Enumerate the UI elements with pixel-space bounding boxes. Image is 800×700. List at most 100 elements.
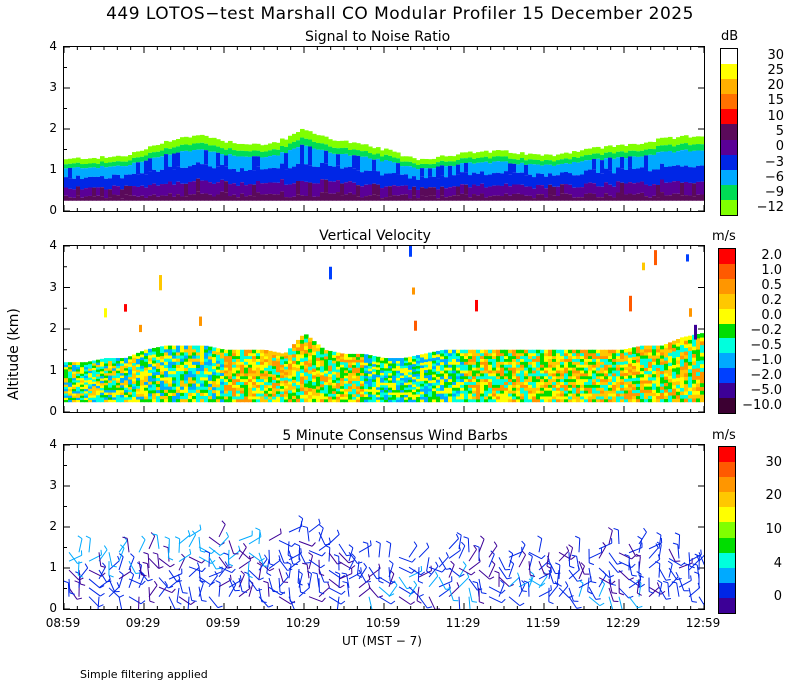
snr-cell <box>480 151 485 158</box>
wind-barb <box>438 588 451 598</box>
vv-cell <box>352 380 357 384</box>
vv-cell <box>448 378 453 383</box>
vv-cell <box>256 398 261 403</box>
vv-cell <box>328 359 333 363</box>
wind-barb-feather <box>445 552 449 558</box>
vv-cell <box>592 378 597 383</box>
snr-cell <box>688 145 693 152</box>
vv-cell <box>552 355 557 359</box>
vv-cell <box>412 368 417 372</box>
vv-cell <box>260 392 265 397</box>
vv-cell <box>64 366 69 370</box>
vv-cell <box>620 378 625 383</box>
vv-cell <box>480 361 485 365</box>
vv-cell <box>572 390 577 394</box>
colorbar-swatch <box>719 293 735 309</box>
snr-panel-title: Signal to Noise Ratio <box>305 29 451 45</box>
snr-cell <box>212 137 217 146</box>
vv-cell <box>428 398 433 403</box>
vv-cell <box>188 361 193 365</box>
vv-cell <box>532 381 537 385</box>
snr-cell <box>180 137 185 145</box>
vv-cell <box>376 376 381 380</box>
vv-cell <box>316 347 321 352</box>
snr-cell <box>236 150 241 157</box>
vv-cell <box>516 361 521 365</box>
vv-cell <box>684 383 689 388</box>
snr-cell <box>92 163 97 168</box>
snr-cell <box>84 177 89 189</box>
snr-cell <box>660 151 665 164</box>
vv-cell <box>312 371 317 376</box>
wind-barb-feather <box>261 601 267 604</box>
vv-cell <box>424 361 429 365</box>
wind-barb-feather <box>501 589 506 594</box>
vv-cell <box>356 356 361 360</box>
wind-barb <box>448 586 460 598</box>
vv-cell <box>548 358 553 362</box>
vv-cell <box>556 378 561 383</box>
snr-cell <box>628 182 633 194</box>
vv-cell <box>608 398 613 403</box>
vv-cell <box>152 365 157 370</box>
wind-barb <box>538 560 545 575</box>
vv-cell <box>580 384 585 388</box>
wind-barb <box>178 553 191 562</box>
wind-barb-feather <box>410 601 416 605</box>
vv-cell <box>300 343 305 348</box>
vv-cell <box>456 349 461 354</box>
vv-cell <box>308 362 313 367</box>
vv-cell <box>200 395 205 400</box>
vv-cell <box>204 361 209 365</box>
wind-barb <box>308 596 323 603</box>
wind-barb-feather <box>98 604 104 608</box>
vv-cell <box>608 358 613 362</box>
snr-cell <box>492 173 497 186</box>
vv-cell <box>188 358 193 362</box>
vv-cell <box>324 372 329 377</box>
vv-cell <box>128 394 133 398</box>
wind-barb <box>448 586 454 601</box>
vv-cell <box>596 392 601 397</box>
snr-cell <box>216 139 221 147</box>
vv-cell <box>524 395 529 400</box>
vv-cell <box>200 358 205 362</box>
vv-cell <box>100 394 105 398</box>
snr-cell <box>304 130 309 139</box>
vv-cell <box>648 361 653 365</box>
vv-cell <box>408 384 413 388</box>
vv-cell <box>148 389 153 394</box>
vv-cell <box>456 395 461 400</box>
vv-cell <box>496 372 501 377</box>
snr-cell <box>504 171 509 184</box>
vv-cell <box>448 390 453 394</box>
vv-cell <box>392 379 397 383</box>
vv-cell <box>248 390 253 394</box>
vv-cell <box>128 381 133 385</box>
vv-cell <box>320 353 325 358</box>
snr-cell <box>608 184 613 196</box>
vv-cell <box>544 349 549 354</box>
vv-cell <box>560 398 565 403</box>
vv-cell <box>604 361 609 365</box>
vv-cell <box>604 378 609 383</box>
vv-cell <box>348 353 353 358</box>
snr-cell <box>636 182 641 194</box>
snr-cell <box>244 196 249 201</box>
vv-cell <box>508 349 513 354</box>
snr-cell <box>68 158 73 164</box>
colorbar-swatch <box>719 308 735 324</box>
vv-cell <box>384 389 389 393</box>
vv-cell <box>700 382 704 388</box>
vv-cell <box>672 398 677 403</box>
vv-cell <box>580 378 585 383</box>
vv-cell <box>140 382 145 386</box>
vv-cell <box>600 367 605 371</box>
vv-cell <box>608 392 613 397</box>
wind-barb <box>228 584 237 597</box>
vv-cell <box>528 352 533 357</box>
vv-cell <box>368 383 373 387</box>
vv-cell <box>212 374 217 379</box>
vv-cell <box>376 389 381 393</box>
vv-cell <box>640 345 645 350</box>
